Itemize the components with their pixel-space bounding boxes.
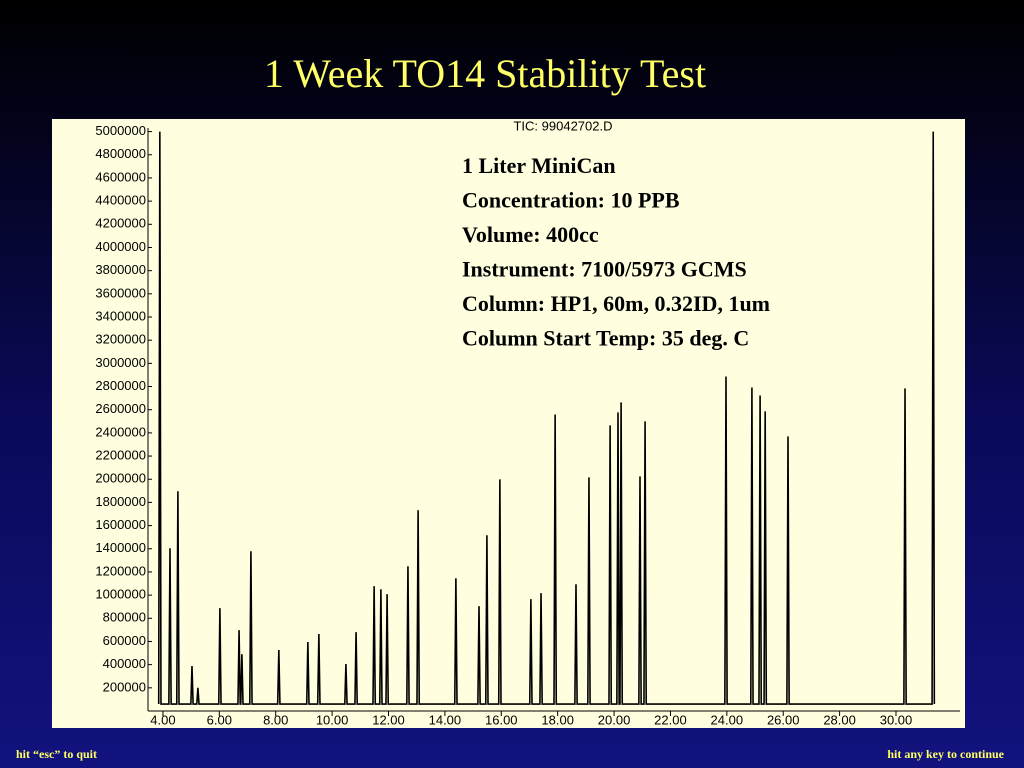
- x-tick-label: 16.00: [485, 712, 518, 727]
- plot-panel: [52, 119, 965, 728]
- annotation: Instrument: 7100/5973 GCMS: [462, 257, 747, 282]
- y-tick-label: 200000: [103, 679, 146, 694]
- annotation: Column: HP1, 60m, 0.32ID, 1um: [462, 291, 770, 316]
- x-tick-label: 6.00: [207, 712, 232, 727]
- y-tick-label: 4800000: [95, 146, 146, 161]
- y-tick-label: 800000: [103, 610, 146, 625]
- y-tick-label: 5000000: [95, 123, 146, 138]
- y-tick-label: 1000000: [95, 587, 146, 602]
- y-tick-label: 1800000: [95, 494, 146, 509]
- x-tick-label: 4.00: [150, 712, 175, 727]
- x-tick-label: 20.00: [598, 712, 631, 727]
- y-tick-label: 4400000: [95, 193, 146, 208]
- annotation: Volume: 400cc: [462, 222, 599, 247]
- y-tick-label: 2600000: [95, 401, 146, 416]
- annotation: 1 Liter MiniCan: [462, 153, 616, 178]
- y-tick-label: 2000000: [95, 471, 146, 486]
- y-tick-label: 4000000: [95, 239, 146, 254]
- annotation: Concentration: 10 PPB: [462, 188, 680, 213]
- y-tick-label: 400000: [103, 656, 146, 671]
- y-tick-label: 4200000: [95, 216, 146, 231]
- x-tick-label: 10.00: [316, 712, 349, 727]
- x-tick-label: 12.00: [372, 712, 405, 727]
- x-tick-label: 28.00: [823, 712, 856, 727]
- y-tick-label: 1200000: [95, 563, 146, 578]
- y-tick-label: 600000: [103, 633, 146, 648]
- annotation: Column Start Temp: 35 deg. C: [462, 326, 749, 351]
- y-tick-label: 1400000: [95, 540, 146, 555]
- x-tick-label: 18.00: [541, 712, 574, 727]
- y-tick-label: 3600000: [95, 285, 146, 300]
- y-tick-label: 3400000: [95, 308, 146, 323]
- y-tick-label: 3800000: [95, 262, 146, 277]
- y-tick-label: 1600000: [95, 517, 146, 532]
- x-tick-label: 8.00: [263, 712, 288, 727]
- y-tick-label: 3000000: [95, 355, 146, 370]
- chart-title: 1 Week TO14 Stability Test: [264, 51, 706, 96]
- y-tick-label: 2400000: [95, 424, 146, 439]
- x-tick-label: 24.00: [711, 712, 744, 727]
- x-tick-label: 14.00: [429, 712, 462, 727]
- y-tick-label: 2800000: [95, 378, 146, 393]
- y-tick-label: 4600000: [95, 169, 146, 184]
- trace: [157, 131, 936, 705]
- x-tick-label: 30.00: [880, 712, 913, 727]
- footer-left: hit “esc” to quit: [16, 747, 97, 761]
- y-tick-label: 3200000: [95, 332, 146, 347]
- footer-right: hit any key to continue: [887, 747, 1004, 761]
- x-tick-label: 22.00: [654, 712, 687, 727]
- y-tick-label: 2200000: [95, 447, 146, 462]
- chart-subtitle: TIC: 99042702.D: [513, 118, 612, 133]
- x-tick-label: 26.00: [767, 712, 800, 727]
